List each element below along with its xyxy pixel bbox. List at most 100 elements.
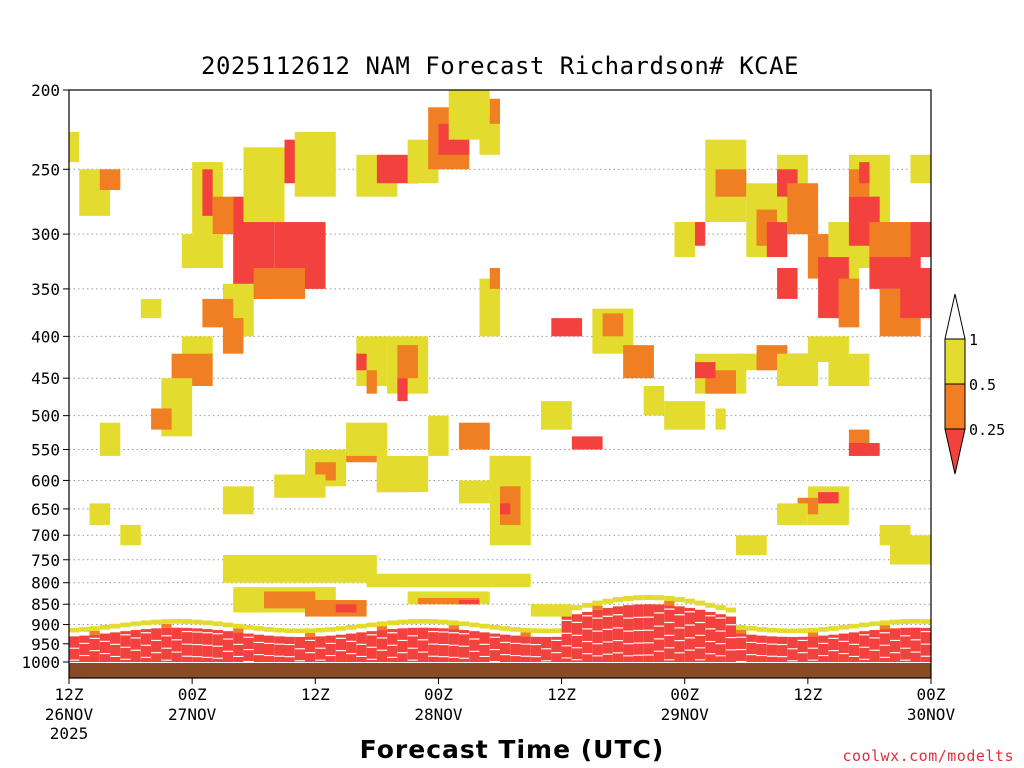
pbl-red-252 (623, 605, 634, 662)
pbl-gap-268 (643, 654, 654, 656)
pbl-gap-234 (592, 617, 603, 619)
pbl-yellow-151 (407, 619, 418, 624)
ground-surface (69, 663, 931, 678)
pbl-gap-109 (315, 647, 326, 649)
pbl-gap-50 (181, 630, 193, 633)
pbl-yellow-119 (335, 626, 347, 631)
plot-area (69, 90, 931, 678)
pbl-gap-293 (684, 637, 695, 639)
pbl-gap-196 (510, 654, 521, 657)
pbl-gap-235 (592, 630, 603, 632)
y-tick-label-450: 450 (31, 369, 60, 388)
ri-region-22 (89, 503, 111, 525)
pbl-gap-315 (725, 624, 737, 626)
pbl-yellow-102 (294, 628, 306, 634)
pbl-yellow-393 (900, 619, 911, 624)
pbl-red-128 (366, 631, 377, 662)
pbl-red-194 (510, 635, 521, 662)
pbl-gap-213 (551, 652, 562, 654)
pbl-gap-267 (643, 642, 654, 644)
pbl-gap-129 (366, 634, 377, 636)
pbl-gap-65 (212, 633, 223, 635)
ri-region-2 (69, 131, 80, 163)
pbl-gap-52 (181, 655, 193, 657)
pbl-gap-291 (684, 611, 695, 613)
pbl-gap-141 (387, 656, 398, 658)
pbl-red-302 (705, 611, 716, 662)
pbl-gap-330 (756, 642, 767, 644)
pbl-red-314 (725, 616, 737, 662)
pbl-yellow-357 (818, 627, 829, 632)
pbl-gap-85 (253, 654, 264, 656)
pbl-yellow-25 (120, 622, 131, 628)
pbl-gap-229 (582, 628, 593, 630)
pbl-yellow-251 (612, 597, 624, 603)
pbl-gap-272 (653, 625, 665, 627)
pbl-gap-55 (192, 631, 203, 633)
pbl-gap-19 (110, 655, 121, 657)
x-tick-label-12: 00Z (178, 685, 207, 704)
ri-region-39 (397, 378, 408, 402)
pbl-gap-144 (397, 639, 408, 641)
pbl-edge-136 (376, 626, 388, 631)
pbl-yellow-146 (397, 619, 408, 625)
pbl-gap-360 (828, 650, 839, 652)
pbl-gap-118 (335, 650, 347, 652)
pbl-gap-359 (828, 637, 839, 639)
pbl-gap-205 (530, 656, 542, 658)
pbl-gap-256 (623, 655, 634, 657)
pbl-gap-382 (879, 656, 890, 658)
y-tick-label-750: 750 (31, 551, 60, 570)
pbl-yellow-68 (212, 621, 223, 627)
pbl-gap-57 (192, 656, 203, 658)
pbl-red-45 (171, 627, 182, 662)
pbl-gap-18 (110, 643, 121, 645)
pbl-red-99 (294, 636, 306, 662)
pbl-gap-173 (458, 633, 470, 635)
pbl-gap-392 (900, 659, 911, 661)
pbl-gap-117 (335, 637, 347, 639)
pbl-yellow-171 (448, 620, 459, 626)
ri-region-105 (910, 222, 931, 258)
pbl-gap-225 (571, 659, 583, 661)
pbl-red-308 (715, 614, 726, 662)
pbl-edge-170 (448, 625, 459, 630)
pbl-red-78 (243, 633, 254, 662)
pbl-gap-186 (489, 636, 500, 638)
pbl-yellow-283 (664, 595, 675, 601)
pbl-gap-153 (417, 639, 429, 641)
ri-region-16 (222, 318, 244, 354)
pbl-gap-292 (684, 624, 695, 626)
pbl-gap-401 (920, 655, 931, 657)
pbl-gap-150 (407, 659, 418, 661)
pbl-gap-231 (582, 653, 593, 655)
pbl-gap-377 (869, 649, 880, 651)
x-tick-day-0: 26NOV (45, 705, 94, 724)
ri-region-71 (643, 386, 665, 416)
pbl-red-362 (838, 633, 849, 662)
ri-region-106 (910, 154, 931, 184)
pbl-red-258 (633, 604, 644, 662)
pbl-gap-373 (859, 658, 870, 660)
pbl-gap-199 (520, 643, 531, 645)
pbl-gap-390 (900, 635, 911, 637)
y-tick-label-850: 850 (31, 595, 60, 614)
ri-region-41 (346, 422, 388, 456)
ri-region-33 (489, 267, 500, 289)
pbl-red-91 (274, 636, 285, 662)
pbl-gap-242 (602, 628, 613, 630)
pbl-gap-310 (715, 630, 726, 632)
pbl-edge-201 (520, 632, 531, 637)
pbl-yellow-197 (510, 627, 521, 632)
pbl-gap-56 (192, 643, 203, 646)
ri-region-47 (458, 422, 490, 450)
pbl-yellow-397 (910, 618, 921, 624)
pbl-gap-121 (346, 640, 357, 642)
x-tick-day-60: 29NOV (661, 705, 710, 724)
pbl-gap-395 (910, 639, 921, 641)
pbl-gap-79 (243, 636, 254, 638)
x-tick-day-84: 30NOV (907, 705, 956, 724)
pbl-gap-217 (561, 632, 572, 634)
pbl-yellow-257 (623, 595, 634, 601)
